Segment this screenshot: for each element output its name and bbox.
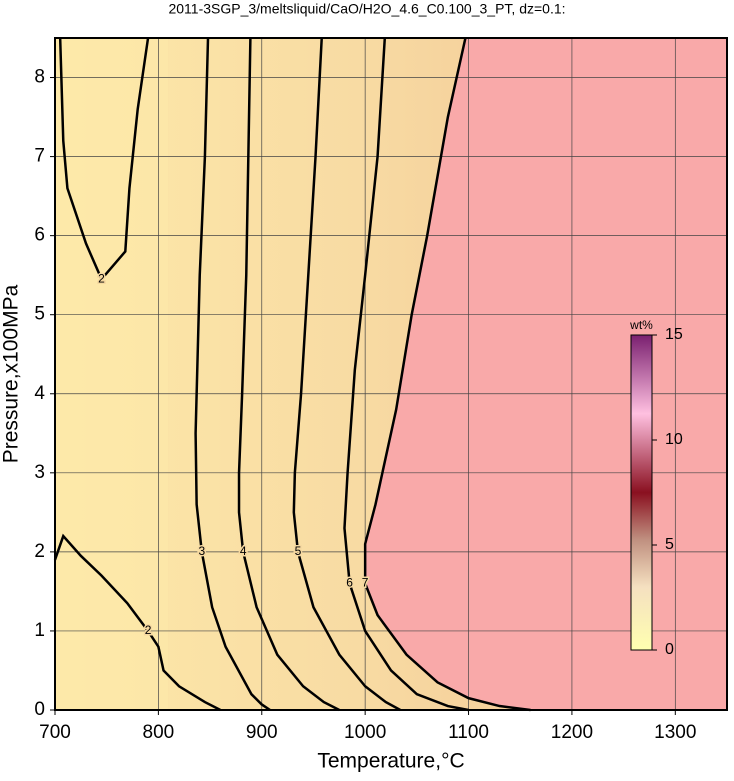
contour-line <box>237 37 340 712</box>
colorbar-tick-label: 15 <box>665 326 683 343</box>
contour-label: 3 <box>198 544 205 558</box>
y-tick-label: 7 <box>34 146 45 167</box>
x-tick-label: 1100 <box>448 722 489 743</box>
chart-title: 2011-3SGP_3/meltsliquid/CaO/H2O_4.6_C0.1… <box>168 1 565 17</box>
y-tick-label: 5 <box>34 304 45 325</box>
x-tick-label: 1300 <box>654 722 696 743</box>
x-tick-label: 1000 <box>344 722 386 743</box>
y-tick-label: 3 <box>34 462 45 483</box>
contour-line <box>58 37 150 282</box>
contour-line <box>194 37 271 712</box>
x-tick-label: 900 <box>246 722 278 743</box>
y-tick-label: 0 <box>34 699 45 720</box>
colorbar-tick-label: 10 <box>665 431 683 448</box>
colorbar-tick-label: 0 <box>665 641 674 658</box>
contour-label: 2 <box>98 271 105 285</box>
y-tick-label: 6 <box>34 225 45 246</box>
contour-line <box>343 37 469 712</box>
contour-line <box>363 37 531 712</box>
x-axis-label: Temperature,°C <box>317 750 464 773</box>
colorbar-label: wt% <box>629 318 653 332</box>
y-tick-label: 1 <box>34 620 45 641</box>
y-tick-label: 8 <box>34 67 45 88</box>
colorbar <box>630 334 653 651</box>
colorbar-tick-label: 5 <box>665 536 674 553</box>
plot-frame <box>54 37 728 711</box>
contour-line <box>292 37 401 712</box>
contour-line <box>53 533 221 712</box>
contour-label: 5 <box>295 544 302 558</box>
contour-label: 6 <box>346 576 353 590</box>
y-axis-label: Pressure,x100MPa <box>0 284 23 463</box>
contour-label: 2 <box>145 623 152 637</box>
low-melt-region <box>55 38 169 710</box>
x-tick-label: 700 <box>39 722 71 743</box>
contour-label: 7 <box>362 576 369 590</box>
y-tick-label: 4 <box>34 383 45 404</box>
x-tick-label: 1200 <box>551 722 593 743</box>
x-tick-label: 800 <box>143 722 175 743</box>
contour-label: 4 <box>240 544 247 558</box>
y-tick-label: 2 <box>34 541 45 562</box>
